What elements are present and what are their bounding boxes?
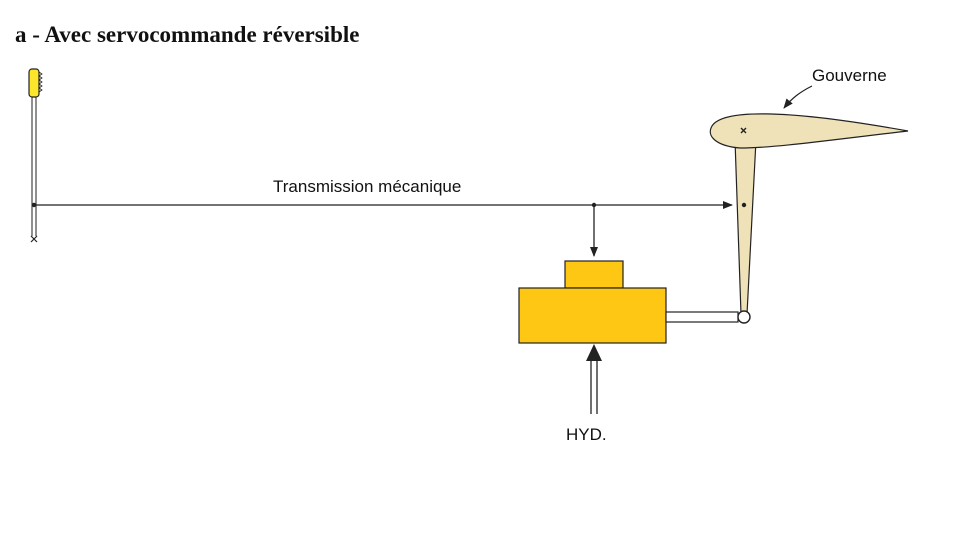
actuator-body: [518, 287, 667, 344]
stick-pivot-cross: [30, 235, 38, 243]
stick-grip: [28, 68, 40, 98]
servo-valve-block: [564, 260, 624, 289]
hinge-cross: [740, 127, 747, 134]
stick-grip-ridges: [38, 71, 43, 93]
hydraulic-supply-arrow: [586, 344, 602, 414]
piston-joint: [737, 310, 751, 324]
transmission-label: Transmission mécanique: [273, 177, 462, 196]
gouverne-leader-line: [783, 85, 813, 109]
control-surface: [709, 113, 909, 324]
control-surface-airfoil: [709, 113, 909, 149]
gouverne-label: Gouverne: [812, 66, 887, 85]
piston-rod: [665, 311, 739, 323]
control-stick: [28, 68, 43, 243]
control-horn: [734, 139, 757, 315]
horn-attach-point: [741, 202, 747, 208]
hyd-label: HYD.: [566, 425, 607, 444]
servo-actuator: [518, 260, 739, 344]
diagram-title: a - Avec servocommande réversible: [15, 22, 360, 47]
